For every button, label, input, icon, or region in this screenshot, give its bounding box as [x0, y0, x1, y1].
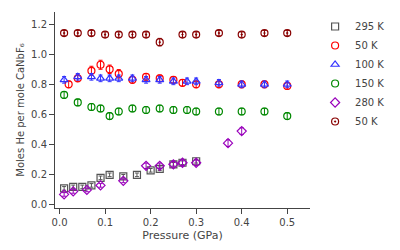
svg-text:0.0: 0.0 — [52, 217, 68, 228]
svg-text:0.3: 0.3 — [188, 217, 204, 228]
svg-text:50 K: 50 K — [355, 116, 378, 127]
svg-text:0.5: 0.5 — [279, 217, 295, 228]
svg-text:295 K: 295 K — [355, 21, 384, 32]
svg-text:0.2: 0.2 — [143, 217, 159, 228]
svg-text:1.0: 1.0 — [31, 49, 47, 60]
svg-text:50 K: 50 K — [355, 40, 378, 51]
svg-text:Pressure (GPa): Pressure (GPa) — [142, 229, 222, 242]
svg-text:Moles He per mole CaNbF₆: Moles He per mole CaNbF₆ — [15, 43, 26, 176]
svg-text:0.1: 0.1 — [97, 217, 113, 228]
svg-text:0.6: 0.6 — [31, 109, 47, 120]
svg-text:0.0: 0.0 — [31, 199, 47, 210]
svg-text:100 K: 100 K — [355, 59, 384, 70]
svg-text:280 K: 280 K — [355, 97, 384, 108]
svg-text:0.8: 0.8 — [31, 79, 47, 90]
svg-text:1.2: 1.2 — [31, 19, 47, 30]
svg-text:0.2: 0.2 — [31, 169, 47, 180]
svg-text:0.4: 0.4 — [31, 139, 47, 150]
svg-text:150 K: 150 K — [355, 78, 384, 89]
svg-text:0.4: 0.4 — [234, 217, 250, 228]
